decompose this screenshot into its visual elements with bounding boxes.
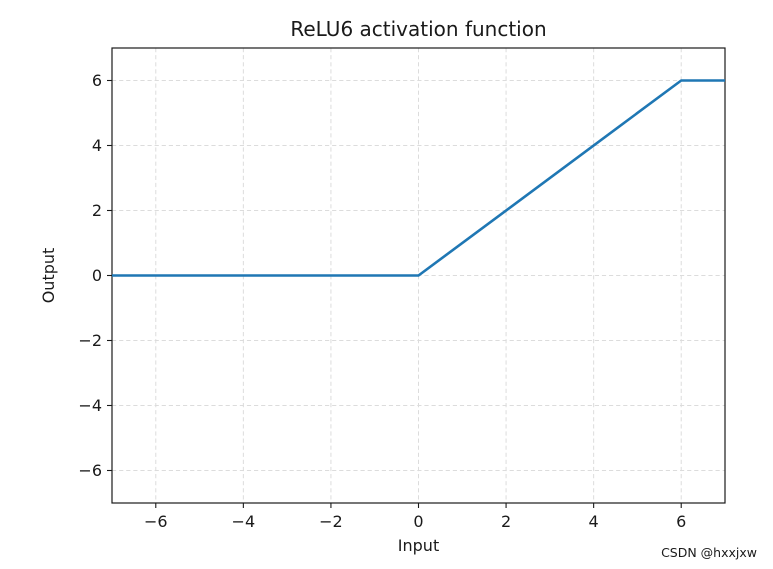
chart-title: ReLU6 activation function	[290, 17, 546, 41]
watermark: CSDN @hxxjxw	[661, 545, 757, 560]
axis-ticks	[107, 79, 682, 508]
y-tick-label: −6	[78, 461, 102, 480]
x-tick-label: 4	[589, 512, 599, 531]
y-tick-label: −2	[78, 331, 102, 350]
y-tick-label: −4	[78, 396, 102, 415]
y-tick-label: 6	[92, 71, 102, 90]
x-tick-label: −4	[232, 512, 256, 531]
x-tick-label: 6	[676, 512, 686, 531]
y-tick-label: 2	[92, 201, 102, 220]
y-axis-label: Output	[39, 248, 58, 304]
x-tick-label: 0	[413, 512, 423, 531]
x-tick-label: −2	[319, 512, 343, 531]
x-axis-label: Input	[398, 536, 439, 555]
relu6-line	[112, 79, 725, 277]
x-tick-label: 2	[501, 512, 511, 531]
y-tick-label: 4	[92, 136, 102, 155]
y-tick-label: 0	[92, 266, 102, 285]
x-tick-label: −6	[144, 512, 168, 531]
tick-labels: −6 −4 −2 0 2 4 6 −6 −4 −2 0 2 4 6	[78, 71, 686, 531]
